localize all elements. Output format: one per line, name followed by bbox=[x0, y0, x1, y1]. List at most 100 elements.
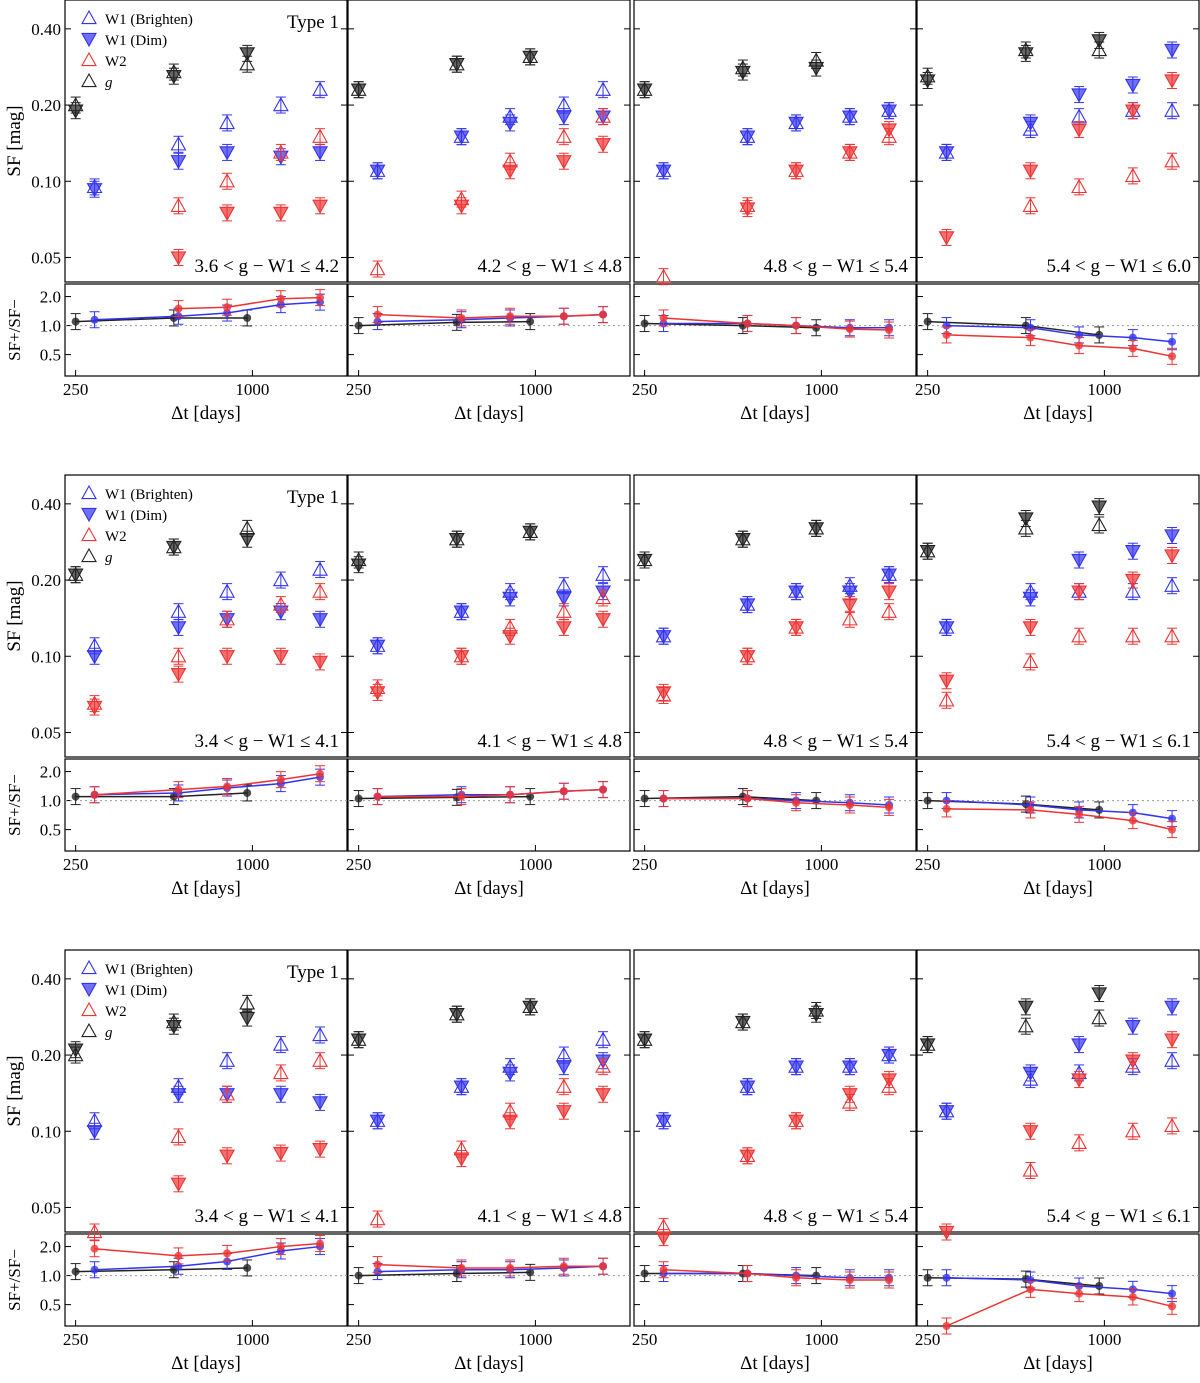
w2-brighten-marker bbox=[938, 692, 955, 707]
w2-ratio-point bbox=[506, 1263, 515, 1272]
ratio-axes-frame bbox=[64, 1233, 348, 1327]
w1-dim-marker bbox=[1071, 1038, 1088, 1053]
w2-dim-marker bbox=[312, 1142, 328, 1158]
ratio-axes-frame bbox=[633, 1233, 917, 1327]
top-axes-frame bbox=[916, 474, 1200, 758]
w2-brighten-marker bbox=[1022, 197, 1039, 212]
ratio-y-tick-label: 0.5 bbox=[40, 346, 61, 365]
w2-ratio-point bbox=[942, 1322, 951, 1330]
w2-dim-marker bbox=[219, 206, 236, 222]
ratio-y-tick-label: 1.0 bbox=[40, 1267, 61, 1286]
w2-ratio-point bbox=[316, 769, 325, 778]
w2-brighten-marker bbox=[1071, 178, 1088, 194]
w2-dim-marker bbox=[595, 1088, 611, 1103]
w2-brighten-marker bbox=[1164, 153, 1180, 168]
ratio-axes-frame bbox=[916, 283, 1200, 377]
w1-brighten-marker bbox=[1164, 1052, 1180, 1067]
g-brighten-marker bbox=[239, 56, 256, 71]
w2-brighten-marker bbox=[170, 197, 187, 212]
w1-brighten-marker bbox=[1124, 583, 1141, 598]
legend-label-dim: W1 (Dim) bbox=[105, 983, 167, 999]
w1-dim-marker bbox=[86, 650, 103, 665]
w2-ratio-point bbox=[1026, 805, 1035, 814]
w2-ratio-point bbox=[457, 1263, 466, 1272]
w1-dim-marker bbox=[272, 1088, 289, 1103]
w1-dim-marker bbox=[938, 1105, 955, 1120]
w2-brighten-marker bbox=[555, 1078, 572, 1093]
g-dim-marker bbox=[636, 83, 653, 98]
ratio-axes-frame bbox=[916, 1233, 1200, 1327]
legend-marker-dim bbox=[81, 507, 97, 523]
ratio-axes-frame bbox=[64, 283, 348, 377]
panel-0-1: 250 1000 Δt [days] 4.2 < g − W1 ≤ 4.8 bbox=[346, 0, 631, 424]
y-tick-label: 0.20 bbox=[31, 1046, 61, 1065]
legend-label-brighten: W1 (Brighten) bbox=[105, 12, 193, 28]
w2-ratio-point bbox=[599, 1262, 608, 1271]
legend-marker-brighten bbox=[81, 959, 97, 975]
w1-ratio-line bbox=[946, 324, 1173, 343]
w1-ratio-point bbox=[1075, 330, 1084, 339]
w2-brighten-marker bbox=[272, 144, 289, 159]
legend-marker-dim bbox=[81, 32, 97, 48]
w2-ratio-point bbox=[223, 1249, 232, 1258]
top-axes-frame bbox=[916, 949, 1200, 1233]
w2-brighten-marker bbox=[272, 1064, 289, 1080]
x-axis-label: Δt [days] bbox=[1023, 878, 1093, 899]
x-tick-label: 250 bbox=[346, 1330, 372, 1349]
w2-dim-marker bbox=[170, 251, 187, 266]
legend-marker-dim bbox=[81, 982, 97, 998]
legend-label-dim: W1 (Dim) bbox=[105, 33, 167, 49]
w1-ratio-point bbox=[1128, 333, 1137, 342]
w2-dim-marker bbox=[1164, 74, 1180, 89]
w1-dim-marker bbox=[881, 1048, 897, 1064]
w1-dim-marker bbox=[788, 585, 805, 600]
w2-brighten-marker bbox=[219, 173, 236, 188]
legend-label-brighten: W1 (Brighten) bbox=[105, 962, 193, 978]
w1-brighten-marker bbox=[312, 1026, 328, 1042]
g-dim-marker bbox=[1017, 512, 1034, 527]
x-axis-label: Δt [days] bbox=[171, 403, 241, 424]
legend: W1 (Brighten) W1 (Dim) W2 g bbox=[81, 959, 193, 1041]
y-tick-label: 0.20 bbox=[31, 96, 61, 115]
w2-dim-marker bbox=[881, 585, 897, 600]
w1-brighten-marker bbox=[219, 1052, 236, 1067]
w2-ratio-point bbox=[316, 1239, 325, 1248]
w2-dim-marker bbox=[788, 164, 805, 179]
w1-brighten-marker bbox=[595, 1031, 611, 1046]
w1-ratio-point bbox=[1168, 1289, 1177, 1298]
g-ratio-point bbox=[71, 317, 80, 326]
x-tick-label: 1000 bbox=[235, 855, 269, 874]
w1-dim-marker bbox=[841, 585, 858, 600]
w2-ratio-point bbox=[743, 794, 752, 803]
w1-dim-marker bbox=[1164, 43, 1180, 59]
g-dim-marker bbox=[239, 533, 256, 548]
ratio-y-tick-label: 0.5 bbox=[40, 1296, 61, 1315]
g-ratio-point bbox=[71, 1267, 80, 1276]
bin-label: 3.6 < g − W1 ≤ 4.2 bbox=[195, 256, 339, 277]
g-ratio-point bbox=[923, 1273, 932, 1282]
w2-dim-marker bbox=[1124, 573, 1141, 589]
w2-brighten-marker bbox=[555, 128, 572, 143]
x-tick-label: 250 bbox=[63, 855, 89, 874]
bin-label: 5.4 < g − W1 ≤ 6.1 bbox=[1047, 731, 1191, 752]
top-axes-frame bbox=[633, 0, 917, 283]
g-ratio-point bbox=[243, 788, 252, 797]
g-dim-marker bbox=[350, 558, 367, 573]
legend-marker-w2 bbox=[81, 526, 97, 542]
w1-dim-marker bbox=[502, 591, 519, 607]
g-brighten-marker bbox=[67, 1046, 84, 1062]
w2-dim-marker bbox=[938, 674, 955, 689]
w1-dim-marker bbox=[312, 613, 328, 628]
w2-brighten-marker bbox=[272, 596, 289, 611]
bin-label: 3.4 < g − W1 ≤ 4.1 bbox=[195, 1206, 339, 1227]
x-tick-label: 250 bbox=[63, 1330, 89, 1349]
top-axes-frame bbox=[633, 474, 917, 758]
y-tick-label: 0.40 bbox=[31, 495, 61, 514]
w1-dim-marker bbox=[312, 1096, 328, 1111]
x-axis-label: Δt [days] bbox=[740, 403, 810, 424]
g-ratio-point bbox=[1095, 805, 1104, 814]
legend: W1 (Brighten) W1 (Dim) W2 g bbox=[81, 484, 193, 566]
w1-dim-marker bbox=[453, 130, 470, 145]
type-label: Type 1 bbox=[287, 962, 339, 983]
w2-ratio-point bbox=[506, 312, 515, 321]
